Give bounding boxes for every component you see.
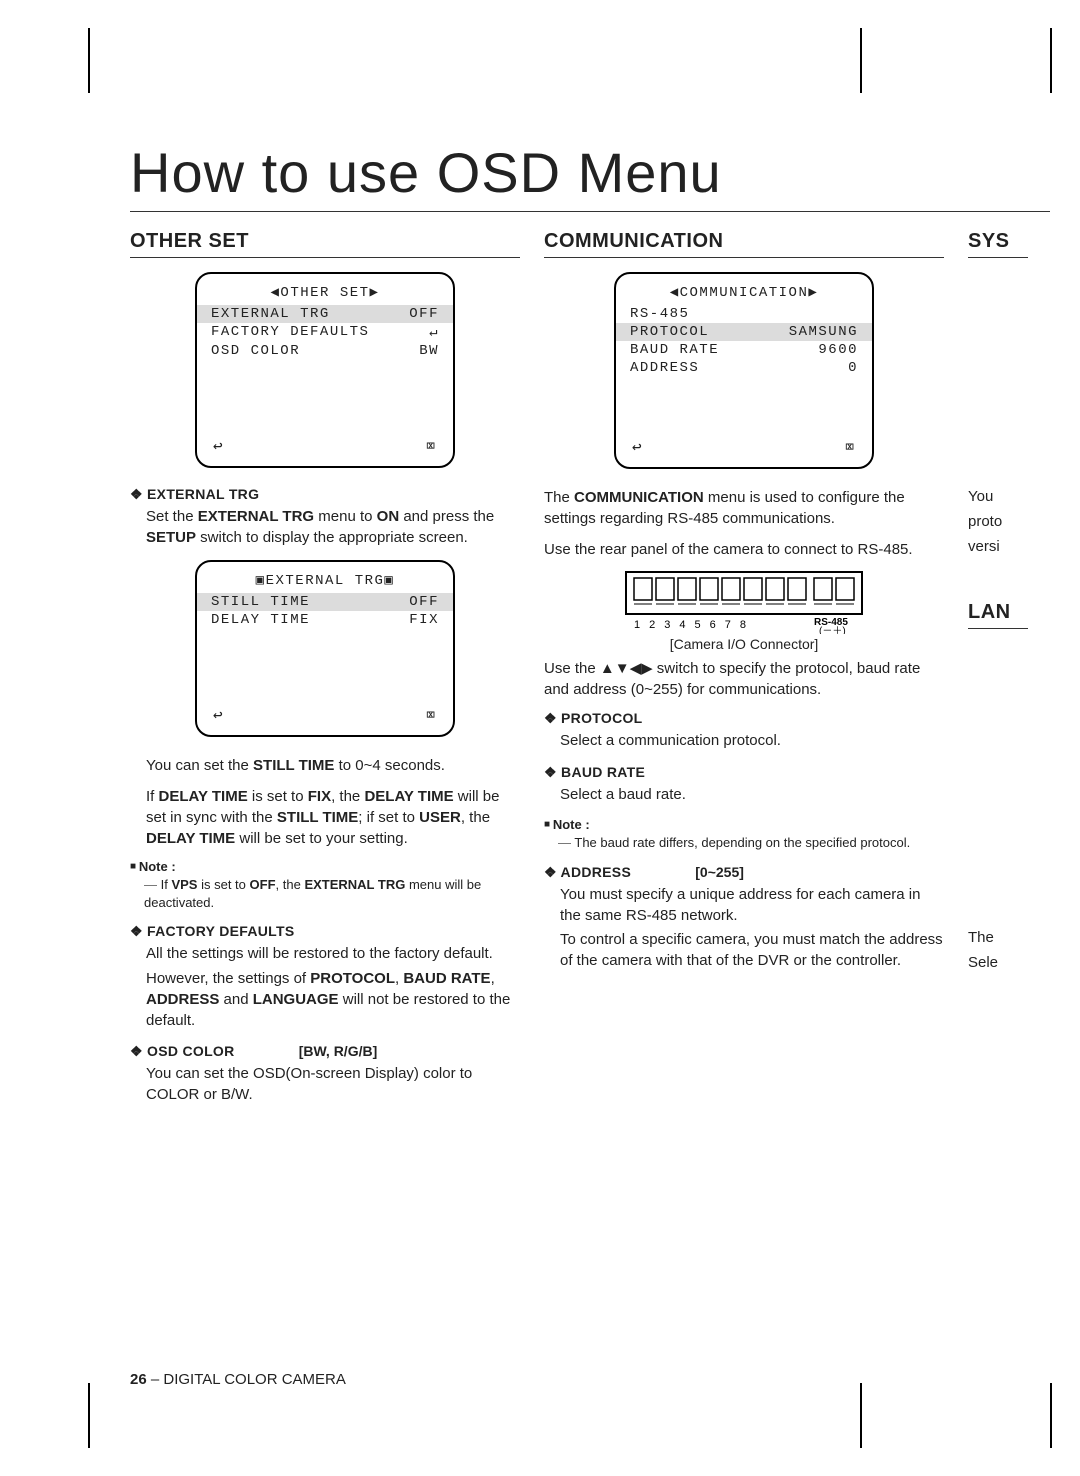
body-text: Select a communication protocol.: [560, 731, 944, 752]
svg-text:(－＋): (－＋): [819, 626, 846, 634]
sec-address: ADDRESS [0~255] You must specify a uniqu…: [544, 864, 944, 972]
osd-row: PROTOCOLSAMSUNG: [616, 323, 872, 341]
heading-other-set: OTHER SET: [130, 230, 520, 258]
col-other-set: OTHER SET ◀OTHER SET▶ EXTERNAL TRGOFF FA…: [130, 230, 520, 1118]
label: EXTERNAL TRG: [130, 486, 259, 502]
note-baud: Note : The baud rate differs, depending …: [544, 817, 944, 852]
osd-title: ◀COMMUNICATION▶: [616, 282, 872, 305]
fragment: The: [968, 927, 1028, 948]
fragment: You: [968, 486, 1028, 507]
note-vps: Note : If VPS is set to OFF, the EXTERNA…: [130, 859, 520, 911]
label: PROTOCOL: [544, 710, 643, 726]
intro-text: The COMMUNICATION menu is used to config…: [544, 487, 944, 529]
delay-time-text: If DELAY TIME is set to FIX, the DELAY T…: [146, 786, 520, 849]
body-text: You must specify a unique address for ea…: [560, 885, 944, 926]
body-text: However, the settings of PROTOCOL, BAUD …: [146, 969, 520, 1031]
osd-title: ◀OTHER SET▶: [197, 282, 453, 305]
fragment: versi: [968, 536, 1028, 557]
heading-sys: SYS: [968, 230, 1028, 258]
fragment: proto: [968, 511, 1028, 532]
page-number: 26: [130, 1371, 147, 1388]
osd-row: BAUD RATE9600: [616, 341, 872, 359]
intro-text: Use the rear panel of the camera to conn…: [544, 539, 944, 560]
footer-label: – DIGITAL COLOR CAMERA: [147, 1371, 346, 1388]
page-footer: 26 – DIGITAL COLOR CAMERA: [130, 1371, 346, 1388]
sec-protocol: PROTOCOL Select a communication protocol…: [544, 710, 944, 752]
body-text: All the settings will be restored to the…: [146, 944, 520, 965]
label: BAUD RATE: [544, 764, 645, 780]
body-text: To control a specific camera, you must m…: [560, 930, 944, 971]
page-title: How to use OSD Menu: [130, 140, 1050, 212]
connector-diagram: 12345678 RS-485 (－＋) [Camera I/O Connect…: [614, 570, 874, 652]
osd-row: STILL TIMEOFF: [197, 593, 453, 611]
osd-row: FACTORY DEFAULTS↵: [197, 323, 453, 342]
sec-baud-rate: BAUD RATE Select a baud rate.: [544, 764, 944, 806]
note-label: Note :: [544, 817, 944, 832]
sec-osd-color: OSD COLOR [BW, R/G/B] You can set the OS…: [130, 1043, 520, 1105]
col-cutoff: SYS You proto versi LAN The Sele: [968, 230, 1028, 1118]
osd-row: DELAY TIMEFIX: [197, 611, 453, 629]
osd-row: ADDRESS0: [616, 359, 872, 377]
note-label: Note :: [130, 859, 520, 874]
still-time-text: You can set the STILL TIME to 0~4 second…: [146, 755, 520, 776]
page-content: How to use OSD Menu OTHER SET ◀OTHER SET…: [130, 140, 1050, 1118]
svg-text:12345678: 12345678: [634, 619, 755, 631]
options: [BW, R/G/B]: [299, 1043, 378, 1059]
osd-row: OSD COLORBW: [197, 342, 453, 360]
label: OSD COLOR: [130, 1043, 235, 1059]
col-communication: COMMUNICATION ◀COMMUNICATION▶ RS-485 PRO…: [544, 230, 944, 1118]
label: FACTORY DEFAULTS: [130, 923, 294, 939]
osd-communication: ◀COMMUNICATION▶ RS-485 PROTOCOLSAMSUNG B…: [614, 272, 874, 469]
sec-factory-defaults: FACTORY DEFAULTS All the settings will b…: [130, 923, 520, 1031]
sec-external-trg: EXTERNAL TRG Set the EXTERNAL TRG menu t…: [130, 486, 520, 548]
fragment: Sele: [968, 952, 1028, 973]
osd-row: RS-485: [616, 305, 872, 323]
note-body: The baud rate differs, depending on the …: [558, 834, 944, 852]
connector-caption: [Camera I/O Connector]: [614, 636, 874, 652]
osd-title: ▣EXTERNAL TRG▣: [197, 570, 453, 593]
switch-text: Use the ▲▼◀▶ switch to specify the proto…: [544, 658, 944, 700]
osd-other-set: ◀OTHER SET▶ EXTERNAL TRGOFF FACTORY DEFA…: [195, 272, 455, 468]
heading-communication: COMMUNICATION: [544, 230, 944, 258]
note-body: If VPS is set to OFF, the EXTERNAL TRG m…: [144, 876, 520, 911]
osd-footer: ↩⌧: [616, 433, 872, 459]
osd-external-trg: ▣EXTERNAL TRG▣ STILL TIMEOFF DELAY TIMEF…: [195, 560, 455, 737]
heading-lan: LAN: [968, 601, 1028, 629]
label: ADDRESS: [544, 864, 631, 880]
options: [0~255]: [695, 864, 744, 880]
body-text: Set the EXTERNAL TRG menu to ON and pres…: [146, 507, 520, 548]
osd-footer: ↩⌧: [197, 432, 453, 458]
osd-row: EXTERNAL TRGOFF: [197, 305, 453, 323]
body-text: You can set the OSD(On-screen Display) c…: [146, 1064, 520, 1105]
body-text: Select a baud rate.: [560, 785, 944, 806]
osd-footer: ↩⌧: [197, 701, 453, 727]
